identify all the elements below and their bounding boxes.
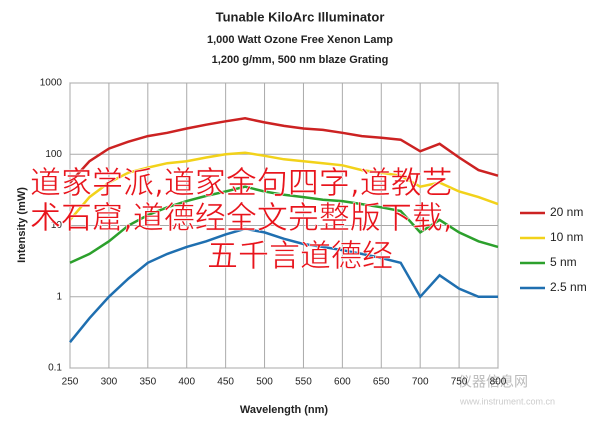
- legend-label: 2.5 nm: [550, 280, 587, 294]
- series-line: [69, 151, 499, 221]
- x-tick-label: 550: [295, 377, 312, 388]
- overlay-text: 五千言道德经: [207, 239, 393, 275]
- watermark: 仪器信息网: [458, 374, 528, 390]
- chart-title: Tunable KiloArc Illuminator: [216, 9, 385, 24]
- x-tick-label: 400: [178, 377, 195, 388]
- legend-label: 5 nm: [550, 255, 577, 269]
- watermark: www.instrument.com.cn: [459, 396, 555, 406]
- y-tick-label: 1: [56, 291, 62, 302]
- legend-label: 20 nm: [550, 205, 583, 219]
- chart-subtitle: 1,000 Watt Ozone Free Xenon Lamp: [207, 34, 393, 46]
- x-axis-label: Wavelength (nm): [240, 404, 329, 416]
- y-tick-label: 0.1: [48, 363, 62, 374]
- series-line: [69, 227, 498, 343]
- overlay-text: 道家学派,道家金句四字,道教艺: [30, 166, 453, 202]
- x-tick-label: 250: [62, 377, 79, 388]
- y-tick-label: 10: [51, 220, 63, 231]
- x-tick-label: 650: [373, 377, 390, 388]
- y-tick-label: 100: [45, 149, 62, 160]
- x-tick-label: 350: [139, 377, 156, 388]
- x-tick-label: 300: [101, 377, 118, 388]
- x-tick-label: 800: [490, 377, 507, 388]
- series-line: [69, 185, 499, 264]
- overlay-text: 术石窟,道德经全文完整版下载,: [30, 201, 453, 237]
- legend-label: 10 nm: [550, 230, 583, 244]
- x-tick-label: 700: [412, 377, 429, 388]
- x-tick-label: 500: [256, 377, 273, 388]
- x-tick-label: 450: [217, 377, 234, 388]
- y-axis-label: Intensity (mW): [16, 187, 28, 263]
- x-tick-label: 600: [334, 377, 351, 388]
- chart-subtitle: 1,200 g/mm, 500 nm blaze Grating: [212, 54, 389, 66]
- x-tick-label: 750: [451, 377, 468, 388]
- series-line: [69, 117, 499, 184]
- y-tick-label: 1000: [40, 78, 63, 89]
